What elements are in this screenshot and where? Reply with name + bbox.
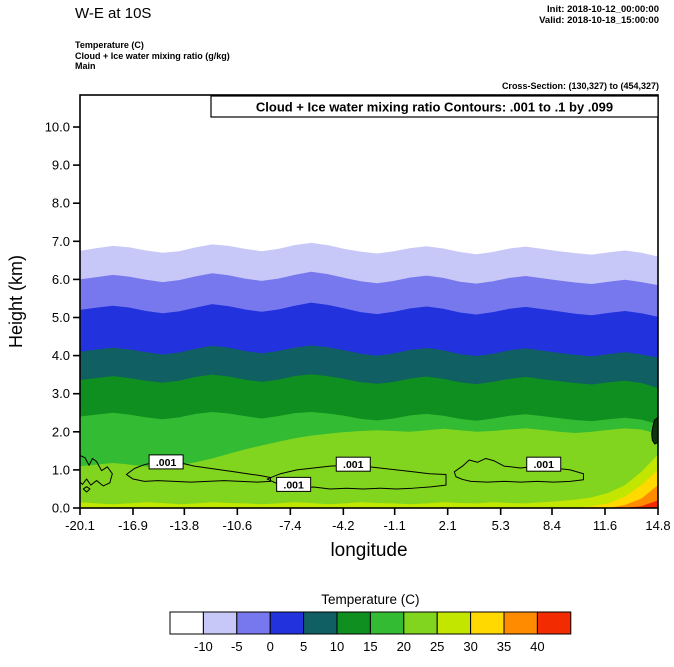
run-times: Init: 2018-10-12_00:00:00 Valid: 2018-10… — [539, 4, 659, 26]
contour-label-box — [335, 456, 371, 472]
colorbar-tick-label: 0 — [267, 639, 274, 654]
colorbar-cell — [369, 611, 405, 635]
colorbar-cell — [202, 611, 238, 635]
x-tick-label: -1.1 — [383, 518, 405, 533]
x-tick-label: -7.4 — [279, 518, 301, 533]
x-tick-label: 14.8 — [645, 518, 670, 533]
field-line-main: Main — [75, 61, 96, 71]
y-tick-label: 7.0 — [52, 234, 70, 249]
contour-label: .001 — [156, 457, 177, 469]
y-tick-label: 2.0 — [52, 424, 70, 439]
inner-title-box — [210, 95, 659, 118]
x-tick-label: 8.4 — [543, 518, 561, 533]
x-tick-label: -4.2 — [332, 518, 354, 533]
valid-time: Valid: 2018-10-18_15:00:00 — [539, 15, 659, 26]
plot-area: .001 .001 .001 .001 — [80, 95, 658, 508]
contour-label: .001 — [343, 459, 364, 471]
cloud-contour-line — [651, 416, 658, 445]
field-line-temperature: Temperature (C) — [75, 40, 144, 50]
init-time: Init: 2018-10-12_00:00:00 — [547, 4, 659, 15]
y-tick-label: 9.0 — [52, 158, 70, 173]
x-tick-label: 5.3 — [492, 518, 510, 533]
colorbar-tick-label: 40 — [530, 639, 544, 654]
temp-band-fill-8 — [80, 454, 658, 508]
inner-title: Cloud + Ice water mixing ratio Contours:… — [256, 100, 613, 115]
cloud-contour-line — [80, 454, 113, 487]
colorbar-tick-label: 15 — [363, 639, 377, 654]
cloud-contour-line — [266, 464, 447, 490]
contour-label: .001 — [534, 459, 555, 471]
y-tick-label: 3.0 — [52, 386, 70, 401]
y-tick-label: 8.0 — [52, 196, 70, 211]
x-tick-label: -16.9 — [118, 518, 148, 533]
colorbar-tick-label: -10 — [194, 639, 213, 654]
colorbar-tick-label: 5 — [300, 639, 307, 654]
cloud-contour-line — [453, 457, 584, 483]
y-tick-label: 1.0 — [52, 462, 70, 477]
x-tick-label: 11.6 — [593, 518, 617, 533]
colorbar-cell — [169, 611, 204, 635]
colorbar-title: Temperature (C) — [321, 592, 419, 607]
cross-section-info: Cross-Section: (130,327) to (454,327) — [501, 81, 659, 91]
y-tick-label: 5.0 — [52, 310, 70, 325]
colorbar-cell — [236, 611, 271, 635]
colorbar-tick-label: 20 — [397, 639, 411, 654]
y-tick-label: 4.0 — [52, 348, 70, 363]
colorbar-tick-label: 25 — [430, 639, 444, 654]
colorbar-cell — [503, 611, 538, 635]
page-title: W-E at 10S — [75, 5, 152, 22]
colorbar-cell — [536, 611, 572, 635]
plot-frame — [79, 94, 659, 509]
colorbar-cell — [470, 611, 505, 635]
x-axis-title: longitude — [330, 540, 407, 561]
field-list: Temperature (C) Cloud + Ice water mixing… — [75, 40, 230, 72]
y-tick-label: 0.0 — [52, 501, 70, 516]
y-tick-label: 6.0 — [52, 272, 70, 287]
y-tick-label: 10.0 — [45, 120, 70, 135]
contour-label: .001 — [283, 479, 304, 491]
colorbar-cell — [403, 611, 438, 635]
colorbar-cell — [269, 611, 305, 635]
contour-label-box — [276, 476, 312, 492]
contour-label-box — [526, 456, 562, 472]
colorbar-tick-label: 10 — [330, 639, 344, 654]
colorbar-cell — [436, 611, 472, 635]
colorbar-tick-label: 30 — [463, 639, 477, 654]
colorbar-tick-label: 35 — [497, 639, 511, 654]
x-tick-label: -13.8 — [170, 518, 200, 533]
colorbar-cell — [336, 611, 371, 635]
colorbar-cell — [303, 611, 338, 635]
x-tick-label: -10.6 — [223, 518, 253, 533]
field-line-cloud-ice: Cloud + Ice water mixing ratio (g/kg) — [75, 50, 230, 61]
colorbar-tick-label: -5 — [231, 639, 243, 654]
contour-label-box — [148, 454, 184, 470]
cloud-contour-line — [82, 486, 91, 493]
y-axis-title: Height (km) — [6, 255, 26, 348]
x-tick-label: -20.1 — [65, 518, 95, 533]
x-tick-label: 2.1 — [439, 518, 457, 533]
